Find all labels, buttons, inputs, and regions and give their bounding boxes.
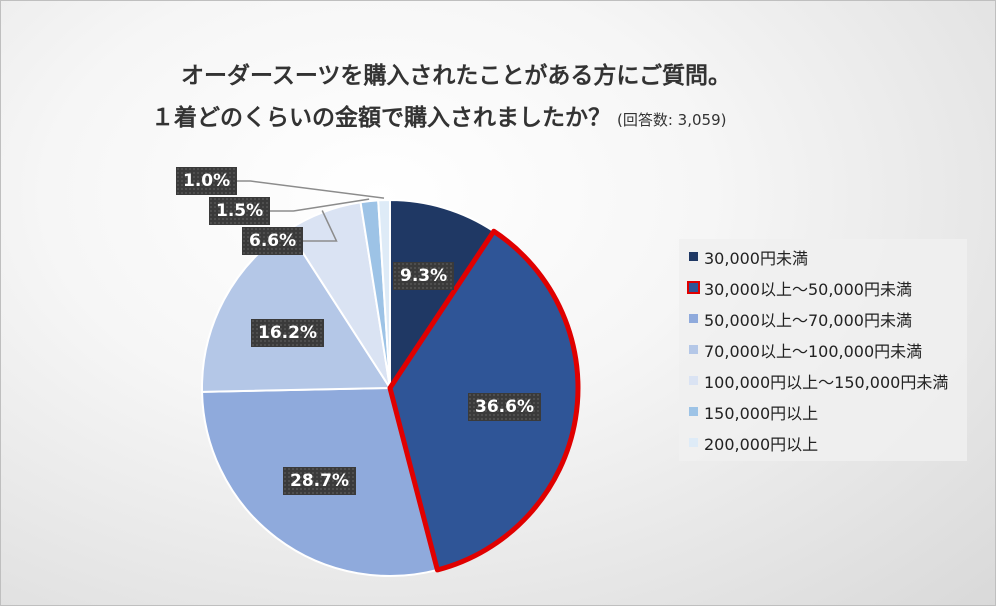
leader-line-7: [236, 180, 385, 199]
legend-item-6: 150,000円以上: [679, 396, 967, 427]
legend-swatch-1: [689, 252, 698, 261]
legend-swatch-4: [689, 345, 698, 354]
legend: 30,000円未満 30,000以上〜50,000円未満 50,000以上〜70,0…: [679, 239, 967, 461]
data-label-3: 28.7%: [283, 467, 356, 495]
legend-item-4: 70,000以上〜100,000円未満: [679, 334, 967, 365]
legend-label-5: 100,000円以上〜150,000円未満: [704, 372, 949, 392]
legend-item-1: 30,000円未満: [679, 241, 967, 272]
chart-subtitle: １着どのくらいの金額で購入されましたか？ (回答数: 3,059): [151, 98, 726, 132]
pie-slice-1: [389, 198, 496, 392]
data-label-5: 6.6%: [242, 227, 304, 255]
chart-title: オーダースーツを購入されたことがある方にご質問。: [181, 63, 731, 89]
legend-item-3: 50,000以上〜70,000円未満: [679, 303, 967, 334]
data-label-4: 16.2%: [251, 319, 324, 347]
legend-item-7: 200,000円以上: [679, 427, 967, 458]
legend-item-5: 100,000円以上〜150,000円未満: [679, 365, 967, 396]
legend-swatch-2: [687, 281, 700, 294]
pie-slice-7: [377, 198, 391, 389]
leader-line-5: [302, 210, 338, 242]
legend-swatch-7: [689, 438, 698, 447]
legend-label-7: 200,000円以上: [704, 434, 819, 454]
legend-swatch-5: [689, 376, 698, 385]
response-count-note: (回答数: 3,059): [617, 111, 727, 129]
legend-swatch-6: [689, 407, 698, 416]
data-label-2: 36.6%: [468, 393, 541, 421]
leader-line-6: [269, 198, 370, 212]
data-label-6: 1.5%: [209, 197, 271, 225]
legend-label-1: 30,000円未満: [704, 248, 808, 268]
legend-label-4: 70,000以上〜100,000円未満: [704, 341, 923, 361]
legend-label-6: 150,000円以上: [704, 403, 819, 423]
legend-item-2: 30,000以上〜50,000円未満: [679, 272, 967, 303]
data-label-7: 1.0%: [176, 167, 238, 195]
legend-swatch-3: [689, 314, 698, 323]
legend-label-3: 50,000以上〜70,000円未満: [704, 310, 912, 330]
chart-subtitle-text: １着どのくらいの金額で購入されましたか？: [151, 105, 611, 131]
legend-label-2: 30,000以上〜50,000円未満: [704, 279, 912, 299]
data-label-1: 9.3%: [393, 262, 455, 290]
